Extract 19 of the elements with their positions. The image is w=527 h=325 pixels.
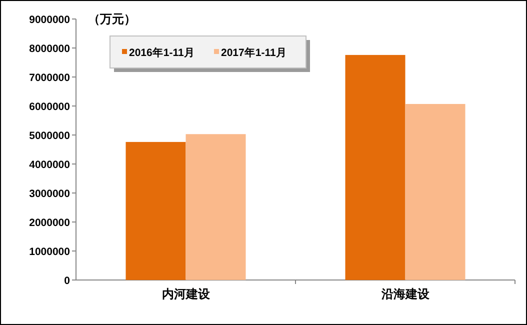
- y-tick-label: 7000000: [29, 72, 70, 84]
- legend-label: 2016年1-11月: [129, 46, 195, 59]
- y-tick-label: 0: [64, 275, 70, 287]
- y-tick-label: 9000000: [29, 14, 70, 26]
- bar: [126, 142, 186, 280]
- y-tick-label: 3000000: [29, 188, 70, 200]
- x-tick-label: 沿海建设: [380, 287, 430, 301]
- x-tick-label: 内河建设: [162, 287, 211, 301]
- y-tick-label: 1000000: [29, 246, 70, 258]
- y-tick-label: 5000000: [29, 130, 70, 142]
- y-tick-label: 8000000: [29, 43, 70, 55]
- bar: [345, 54, 406, 280]
- y-axis-title: （万元）: [88, 12, 136, 26]
- y-tick-label: 4000000: [29, 159, 70, 171]
- legend-label: 2017年1-11月: [221, 46, 287, 59]
- bar: [405, 104, 466, 280]
- y-tick-label: 6000000: [29, 101, 70, 113]
- bar: [186, 134, 246, 280]
- y-tick-label: 2000000: [29, 217, 70, 229]
